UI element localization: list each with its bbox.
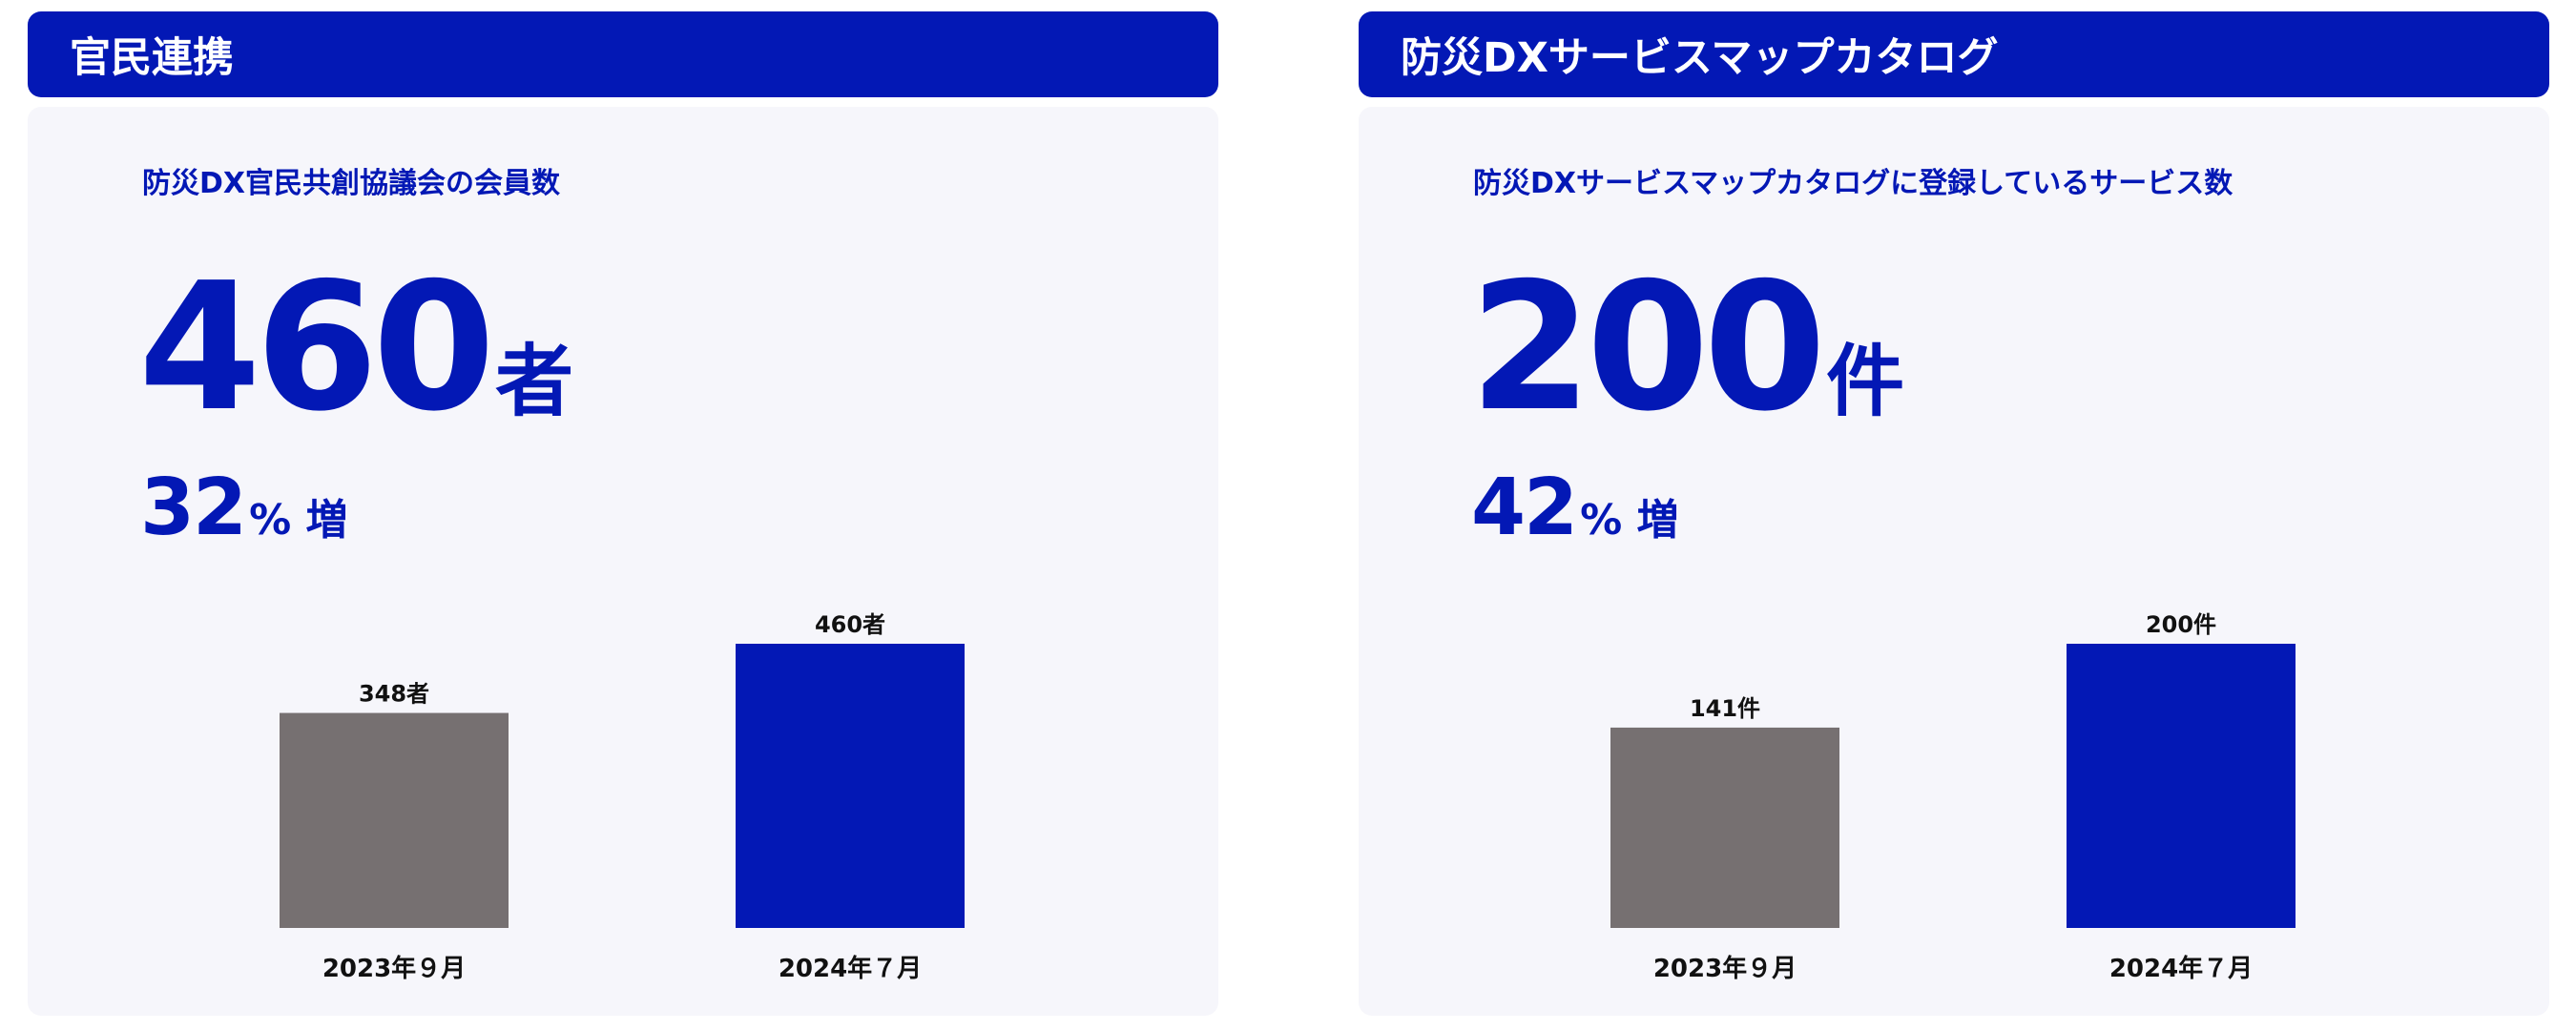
category-label: 2024年７月 [2109,954,2253,983]
panel-public-private: 官民連携 防災DX官民共創協議会の会員数 460者 32% 増 348者 2023… [28,11,1218,1016]
panel-service-catalog: 防災DXサービスマップカタログ 防災DXサービスマップカタログに登録しているサー… [1359,11,2549,1016]
headline-unit: 件 [1826,337,1905,427]
bar-value-label: 200件 [2146,611,2216,638]
panel-header: 防災DXサービスマップカタログ [1359,11,2549,97]
category-label: 2023年９月 [322,954,466,983]
bar-2 [2067,644,2296,928]
bar-value-label: 141件 [1690,695,1760,722]
headline-stat: 460者 [138,259,573,436]
panel-title: 官民連携 [70,34,234,82]
growth-unit: % 増 [1580,496,1679,545]
chart-title: 防災DX官民共創協議会の会員数 [142,167,561,200]
stat-card: 防災DXサービスマップカタログに登録しているサービス数 200件 42% 増 1… [1359,107,2549,1016]
stat-card: 防災DX官民共創協議会の会員数 460者 32% 増 348者 2023年９月 46… [28,107,1218,1016]
growth-stat: 42% 増 [1471,469,1679,547]
bar-value-label: 460者 [815,611,885,638]
category-label: 2024年７月 [779,954,922,983]
growth-stat: 32% 増 [140,469,348,547]
growth-value: 32 [140,463,247,553]
headline-unit: 者 [495,337,574,427]
panel-title: 防災DXサービスマップカタログ [1401,34,1999,82]
growth-value: 42 [1471,463,1578,553]
bar-chart: 141件 2023年９月 200件 2024年７月 [1610,611,2296,983]
headline-value: 200 [1469,244,1826,450]
headline-value: 460 [138,244,495,450]
growth-unit: % 増 [249,496,348,545]
bar-1 [1610,727,1839,928]
bar-chart: 348者 2023年９月 460者 2024年７月 [280,611,965,983]
headline-stat: 200件 [1469,259,1904,436]
bar-2 [736,644,965,928]
category-label: 2023年９月 [1653,954,1797,983]
chart-title: 防災DXサービスマップカタログに登録しているサービス数 [1473,167,2233,200]
bar-1 [280,712,509,928]
panel-header: 官民連携 [28,11,1218,97]
bar-value-label: 348者 [359,681,429,708]
